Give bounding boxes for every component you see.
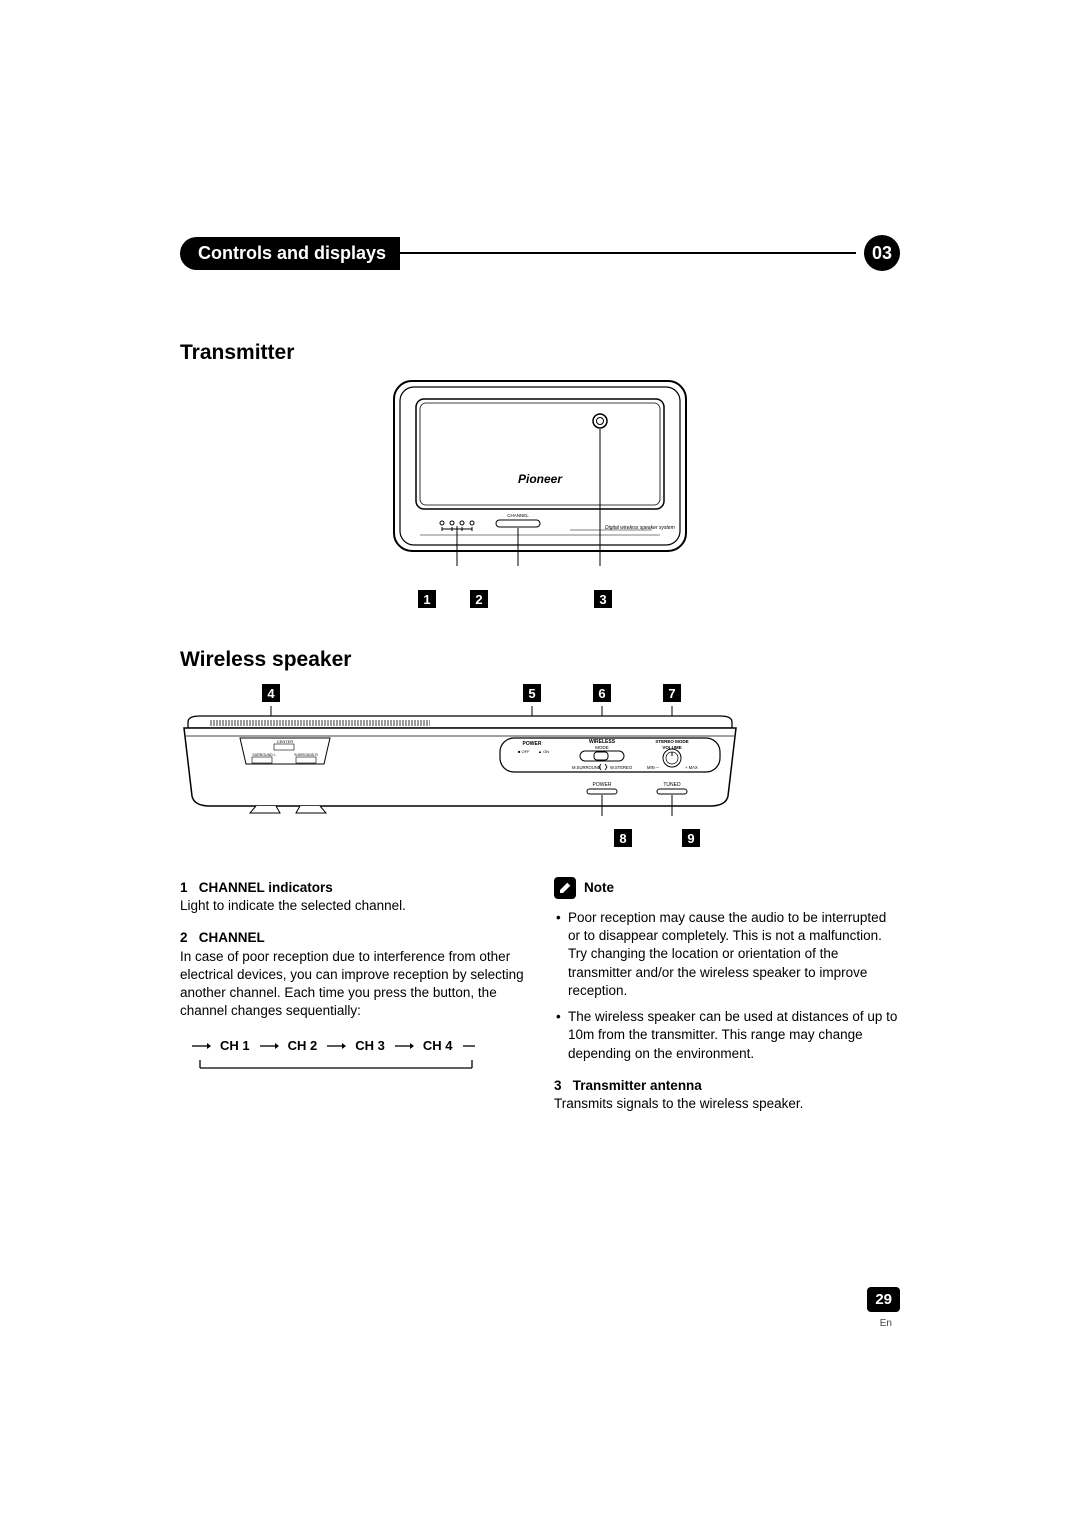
chapter-title: Controls and displays	[180, 237, 400, 270]
note-bullet-2: The wireless speaker can be used at dist…	[554, 1008, 900, 1063]
arrow-icon	[258, 1041, 280, 1049]
ch1: CH 1	[220, 1037, 250, 1055]
page-language: En	[880, 1318, 892, 1329]
page-number-badge: 29	[867, 1287, 900, 1312]
arrow-icon	[190, 1041, 212, 1049]
ch4: CH 4	[423, 1037, 453, 1055]
note-header: Note	[554, 877, 900, 899]
arrow-icon	[325, 1041, 347, 1049]
pencil-note-icon	[554, 877, 576, 899]
svg-text:■ OFF: ■ OFF	[518, 749, 530, 754]
speaker-callouts-bottom: 8 9	[180, 829, 740, 847]
chapter-number-badge: 03	[864, 235, 900, 271]
item-3-num: 3	[554, 1078, 562, 1093]
item-1-body: Light to indicate the selected channel.	[180, 897, 526, 915]
note-label: Note	[584, 879, 614, 897]
note-bullets: Poor reception may cause the audio to be…	[554, 909, 900, 1063]
svg-text:M.SURROUND: M.SURROUND	[572, 765, 601, 770]
left-column: 1 CHANNEL indicators Light to indicate t…	[180, 877, 526, 1127]
item-1-title: CHANNEL indicators	[199, 880, 333, 895]
item-2-title: CHANNEL	[199, 930, 265, 945]
ch3: CH 3	[355, 1037, 385, 1055]
ch2: CH 2	[288, 1037, 318, 1055]
text-columns: 1 CHANNEL indicators Light to indicate t…	[180, 877, 900, 1127]
item-2-num: 2	[180, 930, 188, 945]
svg-text:POWER: POWER	[593, 782, 612, 788]
right-column: Note Poor reception may cause the audio …	[554, 877, 900, 1127]
header-rule	[400, 252, 856, 254]
callout-1: 1	[418, 590, 436, 608]
note-bullet-1: Poor reception may cause the audio to be…	[554, 909, 900, 1000]
svg-text:SURROUND R: SURROUND R	[294, 753, 318, 757]
callout-8: 8	[614, 829, 632, 847]
transmitter-diagram: Pioneer CHANNEL Digital wireless speaker…	[390, 377, 690, 572]
svg-text:MODE: MODE	[595, 745, 609, 750]
speaker-heading: Wireless speaker	[180, 648, 900, 672]
brand-text: Pioneer	[518, 472, 563, 486]
item-3-head: 3 Transmitter antenna	[554, 1077, 900, 1095]
chapter-header: Controls and displays 03	[180, 235, 900, 271]
svg-text:SURROUND L: SURROUND L	[252, 753, 275, 757]
arrow-tail-icon	[461, 1041, 475, 1049]
callout-3: 3	[594, 590, 612, 608]
channel-label: CHANNEL	[507, 513, 529, 518]
item-2-body: In case of poor reception due to interfe…	[180, 948, 526, 1021]
item-1-num: 1	[180, 880, 188, 895]
item-1-head: 1 CHANNEL indicators	[180, 879, 526, 897]
item-2-head: 2 CHANNEL	[180, 929, 526, 947]
svg-text:TUNED: TUNED	[663, 782, 681, 788]
svg-text:▲ ON: ▲ ON	[538, 749, 549, 754]
callout-4: 4	[262, 684, 280, 702]
transmitter-heading: Transmitter	[180, 341, 900, 365]
transmitter-callouts: 1 2 3	[390, 590, 690, 608]
callout-6: 6	[593, 684, 611, 702]
svg-text:+ MAX: + MAX	[685, 765, 698, 770]
callout-2: 2	[470, 590, 488, 608]
svg-text:STEREO MODE: STEREO MODE	[655, 739, 688, 744]
channel-flow-return	[180, 1058, 526, 1077]
speaker-diagram: CENTER SURROUND L SURROUND R POWER ■ OFF…	[180, 706, 740, 821]
item-3-body: Transmits signals to the wireless speake…	[554, 1095, 900, 1113]
page-container: Controls and displays 03 Transmitter Pio…	[180, 235, 900, 1127]
channel-flow-diagram: CH 1 CH 2 CH 3 CH 4	[180, 1037, 526, 1078]
svg-text:MIN ─: MIN ─	[647, 765, 659, 770]
arrow-icon	[393, 1041, 415, 1049]
svg-text:CENTER: CENTER	[277, 739, 294, 744]
speaker-callouts-top: 4 5 6 7	[180, 684, 740, 702]
callout-5: 5	[523, 684, 541, 702]
callout-7: 7	[663, 684, 681, 702]
svg-text:POWER: POWER	[523, 741, 542, 747]
svg-text:W.STEREO: W.STEREO	[610, 765, 633, 770]
item-3-title: Transmitter antenna	[573, 1078, 702, 1093]
callout-9: 9	[682, 829, 700, 847]
